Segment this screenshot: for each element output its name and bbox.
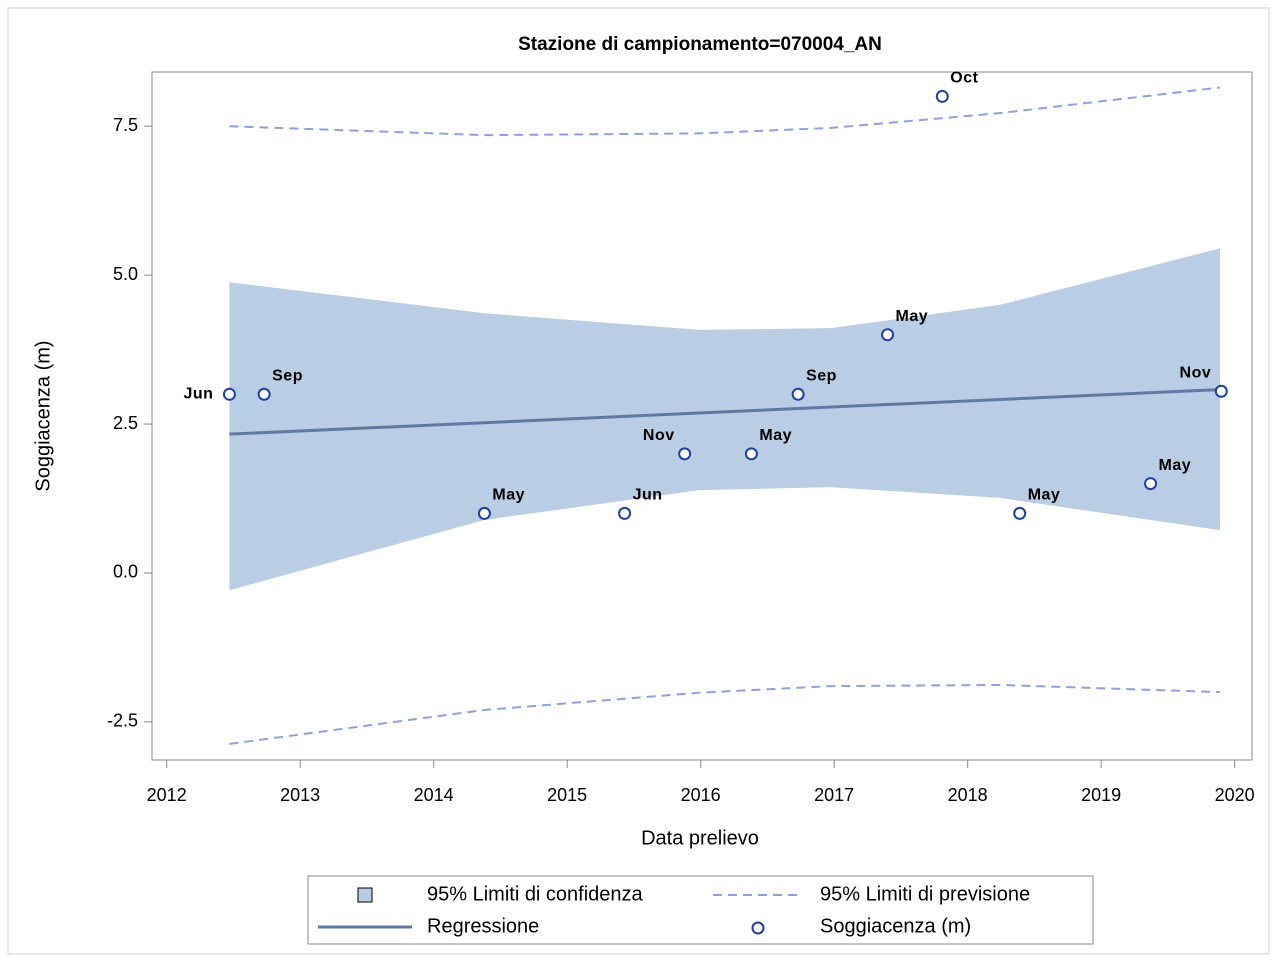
data-point bbox=[1214, 384, 1228, 398]
point-label: Oct bbox=[950, 70, 978, 87]
x-tick-label: 2019 bbox=[1081, 785, 1121, 805]
x-tick-label: 2020 bbox=[1215, 785, 1255, 805]
prediction-limit bbox=[229, 683, 1220, 745]
point-label: Jun bbox=[183, 385, 213, 402]
legend-label: 95% Limiti di previsione bbox=[820, 883, 1030, 905]
x-tick-label: 2013 bbox=[280, 785, 320, 805]
legend-label: Regressione bbox=[427, 915, 539, 937]
plot-area bbox=[222, 86, 1228, 745]
point-label: May bbox=[492, 487, 525, 504]
y-axis-label: Soggiacenza (m) bbox=[32, 340, 54, 491]
data-point bbox=[935, 89, 949, 103]
x-axis-label: Data prelievo bbox=[641, 827, 759, 849]
x-tick-label: 2014 bbox=[414, 785, 454, 805]
legend-label: 95% Limiti di confidenza bbox=[427, 883, 644, 905]
point-label: Jun bbox=[633, 487, 663, 504]
regression-line bbox=[229, 387, 1222, 436]
point-label: Sep bbox=[806, 367, 837, 384]
data-point bbox=[618, 506, 632, 520]
data-point bbox=[791, 387, 805, 401]
data-point bbox=[257, 387, 271, 401]
data-point bbox=[222, 387, 236, 401]
point-label: Sep bbox=[272, 367, 303, 384]
data-point bbox=[1144, 477, 1158, 491]
y-tick-label: 0.0 bbox=[113, 562, 138, 582]
chart-title: Stazione di campionamento=070004_AN bbox=[518, 34, 882, 55]
legend-swatch-band bbox=[357, 887, 373, 903]
point-label: May bbox=[896, 308, 929, 325]
point-label: May bbox=[759, 427, 792, 444]
point-label: May bbox=[1028, 487, 1061, 504]
point-label: Nov bbox=[1180, 364, 1212, 381]
data-point bbox=[1013, 506, 1027, 520]
x-tick-label: 2015 bbox=[547, 785, 587, 805]
data-point bbox=[477, 506, 491, 520]
data-point bbox=[744, 447, 758, 461]
y-tick-label: 5.0 bbox=[113, 264, 138, 284]
confidence-band bbox=[229, 248, 1220, 591]
data-point bbox=[678, 447, 692, 461]
x-tick-label: 2017 bbox=[814, 785, 854, 805]
x-tick-label: 2016 bbox=[681, 785, 721, 805]
plot-border bbox=[151, 71, 1253, 761]
prediction-limit bbox=[229, 86, 1221, 137]
legend-swatch-point bbox=[751, 921, 765, 935]
point-label: May bbox=[1159, 457, 1192, 474]
point-label: Nov bbox=[643, 427, 675, 444]
y-tick-label: -2.5 bbox=[107, 711, 138, 731]
data-point bbox=[881, 328, 895, 342]
legend bbox=[307, 875, 1094, 945]
y-tick-label: 2.5 bbox=[113, 413, 138, 433]
legend-label: Soggiacenza (m) bbox=[820, 915, 971, 937]
x-tick-label: 2012 bbox=[147, 785, 187, 805]
y-tick-label: 7.5 bbox=[113, 115, 138, 135]
x-tick-label: 2018 bbox=[948, 785, 988, 805]
